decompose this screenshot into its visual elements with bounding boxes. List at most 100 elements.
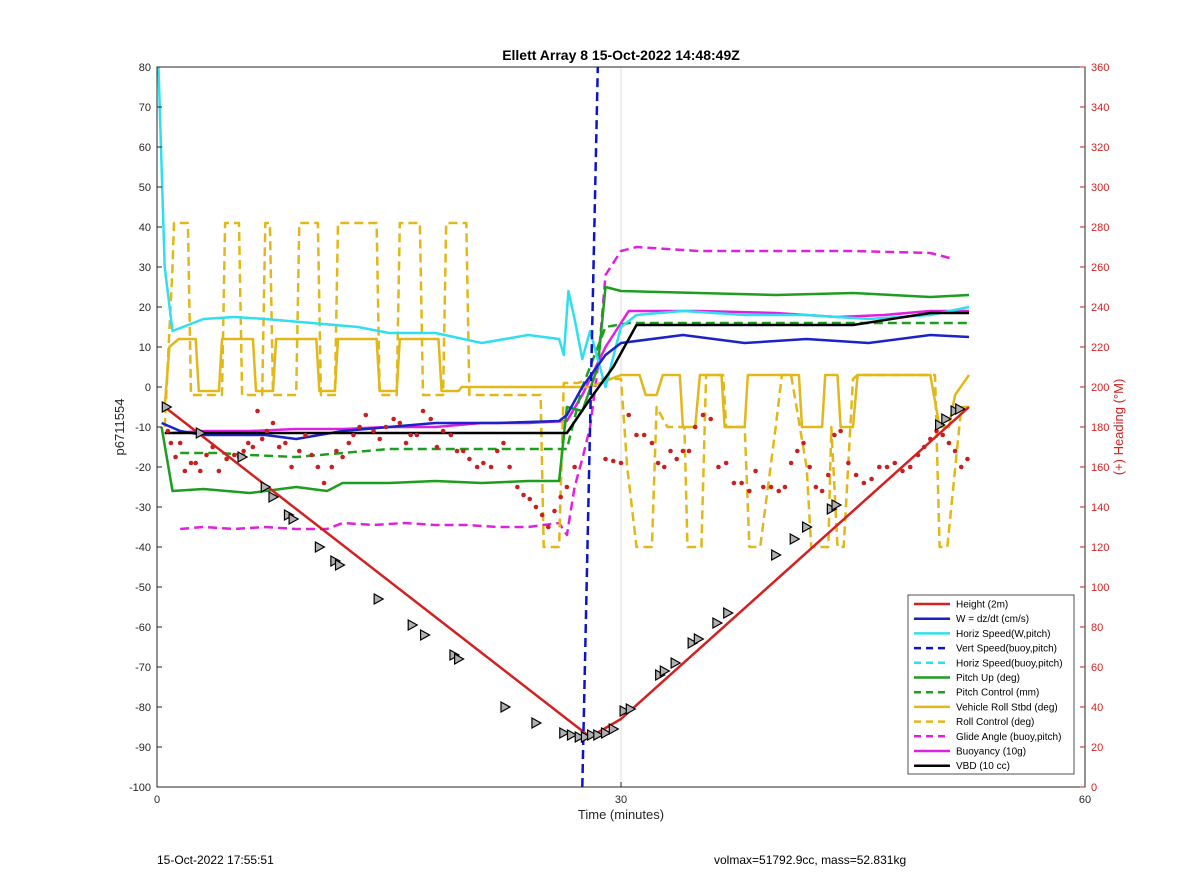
series-layer [157,66,971,788]
y-tick-label: -60 [135,622,151,634]
heading-dot [309,452,314,458]
heading-dot [245,440,251,446]
x-axis-label: Time (minutes) [578,807,664,822]
triangle-marker [237,450,249,464]
x-axis-ticks: 0 30 60 [154,782,1091,806]
heading-dot [428,416,434,422]
heading-dot [739,480,744,486]
heading-dot [603,456,608,462]
heading-dot [371,428,376,434]
y2-tick-label: 80 [1091,622,1103,634]
triangle-marker [314,540,326,554]
heading-dot [303,432,308,438]
y2-tick-label: 360 [1091,62,1109,74]
y-tick-label: 10 [139,342,151,354]
y-tick-label: 30 [139,262,151,274]
heading-dot [952,448,958,454]
y2-tick-label: 300 [1091,182,1109,194]
triangle-marker [935,418,946,432]
y-tick-label: 40 [139,222,151,234]
heading-dot [283,440,288,446]
heading-dot [674,456,679,462]
heading-dot [782,484,788,490]
heading-dot [946,440,952,446]
heading-dot [321,480,327,486]
legend-label: Horiz Speed(buoy,pitch) [956,658,1063,669]
heading-dot [892,460,898,466]
heading-dot [884,464,890,470]
heading-dot [626,412,632,418]
heading-dot [216,468,222,474]
heading-dot [334,448,339,454]
heading-dot [224,456,229,462]
heading-dot [315,464,321,470]
heading-dot [403,440,409,446]
triangle-marker [687,636,699,650]
triangle-marker [670,656,682,670]
triangle-marker [693,632,705,646]
heading-dot [289,464,294,470]
heading-dot [807,464,812,470]
heading-dot [515,484,520,490]
series-line-11 [164,311,969,435]
triangle-marker [454,652,465,666]
heading-dot [241,448,246,454]
y2-tick-label: 100 [1091,582,1109,594]
legend-label: Vehicle Roll Stbd (deg) [956,702,1058,713]
triangle-marker [580,730,592,744]
heading-dot [391,416,396,422]
heading-dot [700,412,706,418]
y2-tick-label: 280 [1091,222,1109,234]
heading-dot [680,448,686,454]
heading-dot [440,428,446,434]
legend-label: VBD (10 cc) [956,761,1010,772]
triangle-marker [831,498,843,512]
legend-label: Buoyancy (10g) [956,747,1026,758]
heading-dot [474,464,480,470]
heading-dot [329,464,335,470]
heading-dot [276,444,282,450]
heading-dot [838,428,843,434]
x-tick-label: 0 [154,794,160,806]
triangle-marker [600,726,612,740]
heading-dot [488,464,494,470]
y-tick-label: -40 [135,542,151,554]
heading-dot [546,524,551,530]
heading-dot [921,444,927,450]
y2-tick-label: 200 [1091,382,1109,394]
heading-dot [521,492,526,498]
heading-dot [434,444,440,450]
y-tick-label: -100 [129,782,151,794]
heading-dot [731,480,737,486]
series-line-3 [581,66,600,788]
heading-dot [494,448,500,454]
triangle-marker [723,606,734,620]
heading-dot [610,458,616,464]
y-tick-label: 70 [139,102,151,114]
triangle-marker [407,618,419,632]
heading-dot [533,504,539,510]
heading-dot [801,440,806,446]
y2-tick-label: 240 [1091,302,1109,314]
heading-dot [795,448,800,454]
y-tick-label: -20 [135,462,151,474]
triangle-marker [195,426,207,440]
series-line-2 [157,66,970,389]
triangle-marker [789,532,801,546]
heading-dot [168,440,174,446]
heading-dot [454,448,460,454]
heading-dot [819,488,825,494]
y2-tick-label: 160 [1091,462,1109,474]
heading-dot [467,456,472,462]
y-tick-label: 20 [139,302,151,314]
heading-dot [420,408,426,414]
heading-dot [204,452,209,458]
heading-dot [723,460,729,466]
heading-dot [641,432,647,438]
x-tick-label: 30 [615,794,627,806]
heading-dot [861,480,867,486]
triangle-marker [712,616,724,630]
y2-tick-label: 60 [1091,662,1103,674]
heading-dot [188,460,194,466]
heading-dot [232,452,237,458]
